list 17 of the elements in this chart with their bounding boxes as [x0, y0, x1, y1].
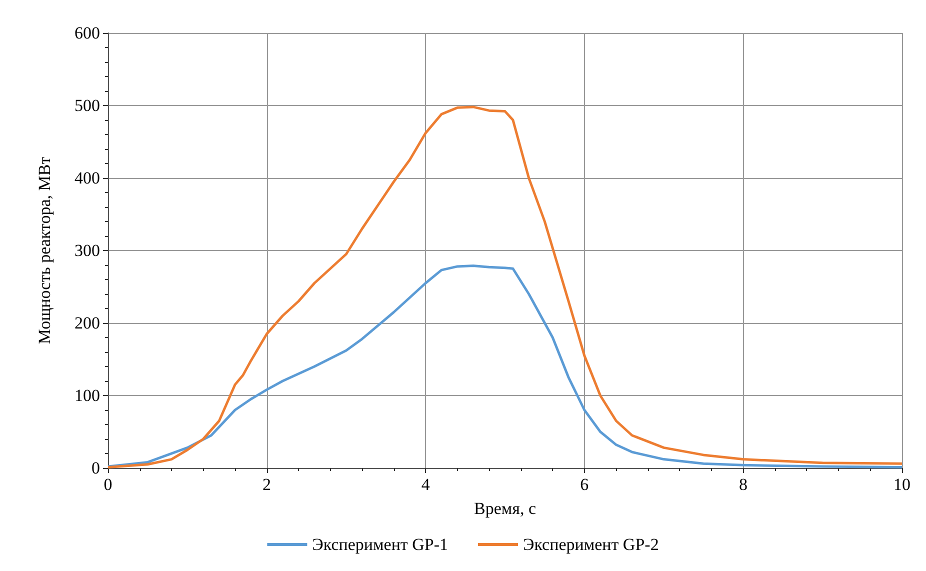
y-tick-label: 200 — [74, 314, 100, 332]
y-tick-label: 100 — [74, 386, 100, 405]
y-tick-label: 300 — [74, 241, 100, 260]
x-tick-label: 8 — [738, 475, 748, 494]
x-axis-title: Время, с — [474, 499, 536, 518]
y-tick-label: 400 — [74, 168, 100, 188]
y-tick-label: 600 — [74, 24, 100, 42]
x-tick-label: 2 — [262, 475, 272, 494]
x-tick-label: 4 — [421, 475, 430, 494]
x-tick-label: 6 — [580, 475, 589, 494]
y-axis-title: Мощность реактора, МВт — [35, 156, 54, 344]
x-tick-label: 0 — [104, 475, 112, 494]
y-tick-label: 0 — [92, 458, 100, 478]
x-tick-label: 10 — [894, 475, 910, 494]
legend-label: Эксперимент GP-1 — [312, 535, 448, 554]
legend-label: Эксперимент GP-2 — [523, 535, 659, 554]
y-tick-label: 500 — [74, 96, 100, 115]
